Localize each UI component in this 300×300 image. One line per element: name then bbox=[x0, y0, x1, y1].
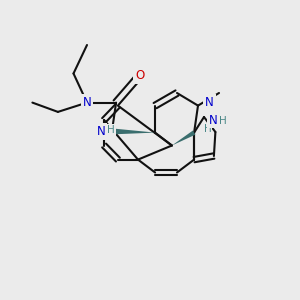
Text: N: N bbox=[208, 113, 217, 127]
Text: H: H bbox=[219, 116, 226, 126]
Text: N: N bbox=[96, 125, 105, 138]
Text: N: N bbox=[205, 96, 214, 109]
Text: H: H bbox=[204, 124, 212, 134]
Polygon shape bbox=[112, 128, 155, 134]
Text: N: N bbox=[82, 96, 91, 109]
Text: O: O bbox=[135, 69, 144, 82]
Text: H: H bbox=[107, 125, 115, 135]
Polygon shape bbox=[172, 130, 195, 146]
